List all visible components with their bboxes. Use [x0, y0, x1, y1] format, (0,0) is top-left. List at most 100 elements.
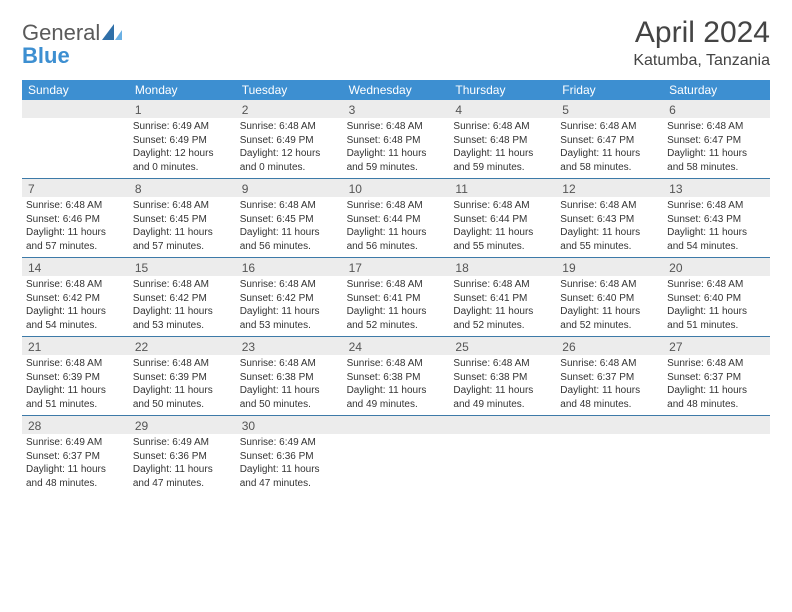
- day-cell: 22Sunrise: 6:48 AMSunset: 6:39 PMDayligh…: [129, 337, 236, 415]
- day-cell: 15Sunrise: 6:48 AMSunset: 6:42 PMDayligh…: [129, 258, 236, 336]
- day-line: Sunset: 6:42 PM: [240, 292, 339, 306]
- day-cell: 19Sunrise: 6:48 AMSunset: 6:40 PMDayligh…: [556, 258, 663, 336]
- day-cell: 25Sunrise: 6:48 AMSunset: 6:38 PMDayligh…: [449, 337, 556, 415]
- day-cell: 26Sunrise: 6:48 AMSunset: 6:37 PMDayligh…: [556, 337, 663, 415]
- day-line: Sunset: 6:49 PM: [133, 134, 232, 148]
- day-body: Sunrise: 6:49 AMSunset: 6:49 PMDaylight:…: [129, 118, 236, 178]
- day-line: Sunrise: 6:48 AM: [453, 357, 552, 371]
- day-body: Sunrise: 6:48 AMSunset: 6:38 PMDaylight:…: [449, 355, 556, 415]
- day-number: 26: [556, 337, 663, 355]
- day-line: Sunrise: 6:48 AM: [347, 278, 446, 292]
- day-line: Daylight: 11 hours: [560, 226, 659, 240]
- day-cell: 1Sunrise: 6:49 AMSunset: 6:49 PMDaylight…: [129, 100, 236, 178]
- day-number: 21: [22, 337, 129, 355]
- day-number: 9: [236, 179, 343, 197]
- day-line: and 50 minutes.: [133, 398, 232, 412]
- day-number: 3: [343, 100, 450, 118]
- day-line: Daylight: 11 hours: [347, 384, 446, 398]
- day-line: and 49 minutes.: [453, 398, 552, 412]
- day-line: Sunset: 6:42 PM: [26, 292, 125, 306]
- day-line: Sunset: 6:43 PM: [667, 213, 766, 227]
- day-line: Daylight: 11 hours: [240, 305, 339, 319]
- day-number: [343, 416, 450, 434]
- day-line: Sunset: 6:36 PM: [133, 450, 232, 464]
- day-number: 13: [663, 179, 770, 197]
- weekday-tue: Tuesday: [236, 80, 343, 100]
- day-line: Sunset: 6:44 PM: [347, 213, 446, 227]
- day-cell: 29Sunrise: 6:49 AMSunset: 6:36 PMDayligh…: [129, 416, 236, 494]
- weekday-mon: Monday: [129, 80, 236, 100]
- day-number: 14: [22, 258, 129, 276]
- day-line: Sunrise: 6:48 AM: [560, 278, 659, 292]
- day-line: Daylight: 11 hours: [667, 226, 766, 240]
- day-line: and 56 minutes.: [347, 240, 446, 254]
- day-line: Sunrise: 6:48 AM: [667, 357, 766, 371]
- month-title: April 2024: [633, 16, 770, 50]
- day-line: Sunrise: 6:48 AM: [560, 120, 659, 134]
- day-line: Daylight: 11 hours: [133, 305, 232, 319]
- day-line: Sunrise: 6:48 AM: [26, 278, 125, 292]
- day-body: Sunrise: 6:48 AMSunset: 6:37 PMDaylight:…: [663, 355, 770, 415]
- day-cell: 3Sunrise: 6:48 AMSunset: 6:48 PMDaylight…: [343, 100, 450, 178]
- day-number: 28: [22, 416, 129, 434]
- day-line: Daylight: 11 hours: [240, 384, 339, 398]
- day-cell: [556, 416, 663, 494]
- day-line: Sunset: 6:45 PM: [133, 213, 232, 227]
- day-number: 30: [236, 416, 343, 434]
- day-number: 12: [556, 179, 663, 197]
- weekday-sat: Saturday: [663, 80, 770, 100]
- day-line: and 58 minutes.: [560, 161, 659, 175]
- day-cell: 7Sunrise: 6:48 AMSunset: 6:46 PMDaylight…: [22, 179, 129, 257]
- day-line: Daylight: 11 hours: [26, 305, 125, 319]
- week-row: 7Sunrise: 6:48 AMSunset: 6:46 PMDaylight…: [22, 179, 770, 258]
- day-line: Sunrise: 6:48 AM: [347, 120, 446, 134]
- day-body: Sunrise: 6:49 AMSunset: 6:36 PMDaylight:…: [129, 434, 236, 494]
- day-line: Sunset: 6:48 PM: [347, 134, 446, 148]
- day-cell: 8Sunrise: 6:48 AMSunset: 6:45 PMDaylight…: [129, 179, 236, 257]
- day-body: Sunrise: 6:48 AMSunset: 6:43 PMDaylight:…: [556, 197, 663, 257]
- day-body: Sunrise: 6:48 AMSunset: 6:46 PMDaylight:…: [22, 197, 129, 257]
- day-line: and 50 minutes.: [240, 398, 339, 412]
- day-body: Sunrise: 6:48 AMSunset: 6:40 PMDaylight:…: [556, 276, 663, 336]
- day-line: Sunset: 6:47 PM: [560, 134, 659, 148]
- day-cell: 12Sunrise: 6:48 AMSunset: 6:43 PMDayligh…: [556, 179, 663, 257]
- day-body: Sunrise: 6:48 AMSunset: 6:48 PMDaylight:…: [343, 118, 450, 178]
- day-line: Sunrise: 6:48 AM: [26, 199, 125, 213]
- day-body: Sunrise: 6:48 AMSunset: 6:42 PMDaylight:…: [22, 276, 129, 336]
- weekday-thu: Thursday: [449, 80, 556, 100]
- day-line: and 48 minutes.: [560, 398, 659, 412]
- day-line: Daylight: 11 hours: [453, 226, 552, 240]
- day-line: Sunset: 6:40 PM: [560, 292, 659, 306]
- day-line: Daylight: 11 hours: [667, 305, 766, 319]
- day-number: 16: [236, 258, 343, 276]
- day-cell: 9Sunrise: 6:48 AMSunset: 6:45 PMDaylight…: [236, 179, 343, 257]
- day-body: Sunrise: 6:48 AMSunset: 6:43 PMDaylight:…: [663, 197, 770, 257]
- day-line: Sunset: 6:39 PM: [133, 371, 232, 385]
- day-cell: [343, 416, 450, 494]
- day-line: and 58 minutes.: [667, 161, 766, 175]
- title-block: April 2024 Katumba, Tanzania: [633, 16, 770, 70]
- day-line: and 48 minutes.: [26, 477, 125, 491]
- day-line: Daylight: 11 hours: [453, 147, 552, 161]
- day-number: 22: [129, 337, 236, 355]
- day-line: Daylight: 11 hours: [26, 226, 125, 240]
- day-line: Daylight: 11 hours: [240, 463, 339, 477]
- day-line: and 52 minutes.: [347, 319, 446, 333]
- day-line: Sunrise: 6:48 AM: [347, 357, 446, 371]
- day-number: [449, 416, 556, 434]
- day-line: Sunset: 6:36 PM: [240, 450, 339, 464]
- day-cell: 11Sunrise: 6:48 AMSunset: 6:44 PMDayligh…: [449, 179, 556, 257]
- day-line: Daylight: 11 hours: [133, 226, 232, 240]
- day-cell: 28Sunrise: 6:49 AMSunset: 6:37 PMDayligh…: [22, 416, 129, 494]
- day-line: Sunset: 6:47 PM: [667, 134, 766, 148]
- day-line: Sunset: 6:38 PM: [240, 371, 339, 385]
- day-line: Sunset: 6:37 PM: [560, 371, 659, 385]
- day-number: 18: [449, 258, 556, 276]
- day-line: Sunset: 6:38 PM: [347, 371, 446, 385]
- day-line: Sunrise: 6:48 AM: [133, 357, 232, 371]
- day-line: and 0 minutes.: [240, 161, 339, 175]
- day-line: Sunset: 6:41 PM: [453, 292, 552, 306]
- day-line: Sunset: 6:38 PM: [453, 371, 552, 385]
- day-line: Sunrise: 6:49 AM: [240, 436, 339, 450]
- day-cell: 17Sunrise: 6:48 AMSunset: 6:41 PMDayligh…: [343, 258, 450, 336]
